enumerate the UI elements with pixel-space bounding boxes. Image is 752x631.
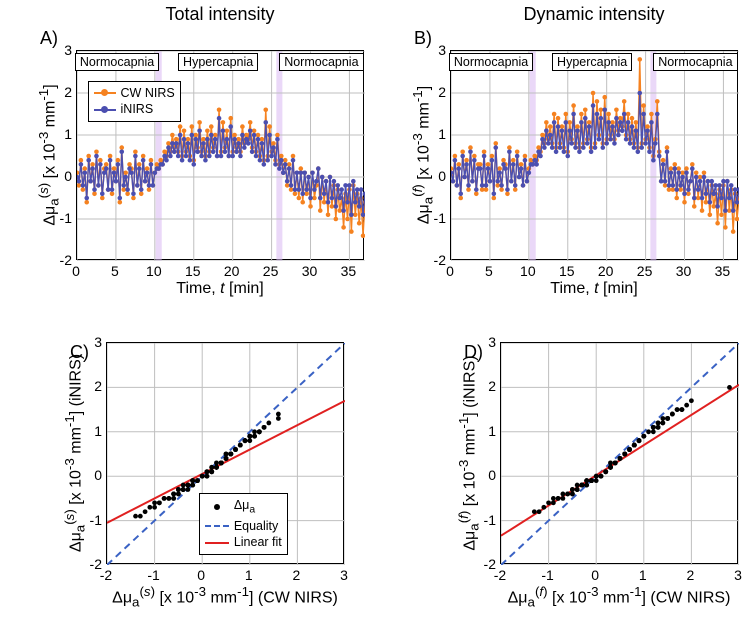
y-label-b: Δμa(f) [x 10-3 mm-1] xyxy=(410,50,436,260)
plot-area-b xyxy=(450,50,738,260)
panel-title-b: Dynamic intensity xyxy=(450,4,738,25)
panel-a: A) Total intensity Time, t [min] Δμa(s) … xyxy=(76,6,364,320)
legend: ΔμaEqualityLinear fit xyxy=(199,493,288,555)
phase-label: Hypercapnia xyxy=(552,53,632,71)
x-label-c: Δμa(s) [x 10-3 mm-1] (CW NIRS) xyxy=(106,584,344,610)
panel-b: B) Dynamic intensity Time, t [min] Δμa(f… xyxy=(450,6,738,320)
figure-root: A) Total intensity Time, t [min] Δμa(s) … xyxy=(0,0,752,631)
y-label-c: Δμa(s) [x 10-3 mm-1] (iNIRS) xyxy=(62,342,88,564)
plot-area-d xyxy=(500,342,738,564)
x-label-b: Time, t [min] xyxy=(450,280,738,298)
phase-label: Normocapnia xyxy=(279,53,363,71)
phase-label: Hypercapnia xyxy=(178,53,258,71)
panel-c: C) Δμa(s) [x 10-3 mm-1] (CW NIRS) Δμa(s)… xyxy=(106,320,344,624)
x-label-d: Δμa(f) [x 10-3 mm-1] (CW NIRS) xyxy=(500,584,738,610)
phase-label: Normocapnia xyxy=(653,53,737,71)
y-label-a: Δμa(s) [x 10-3 mm-1] xyxy=(36,50,62,260)
panel-title-a: Total intensity xyxy=(76,4,364,25)
panel-d: D) Δμa(f) [x 10-3 mm-1] (CW NIRS) Δμa(f)… xyxy=(500,320,738,624)
y-label-d: Δμa(f) [x 10-3 mm-1] (iNIRS) xyxy=(456,342,482,564)
phase-label: Normocapnia xyxy=(75,53,159,71)
x-label-a: Time, t [min] xyxy=(76,280,364,298)
legend: CW NIRSiNIRS xyxy=(88,81,181,123)
phase-label: Normocapnia xyxy=(449,53,533,71)
